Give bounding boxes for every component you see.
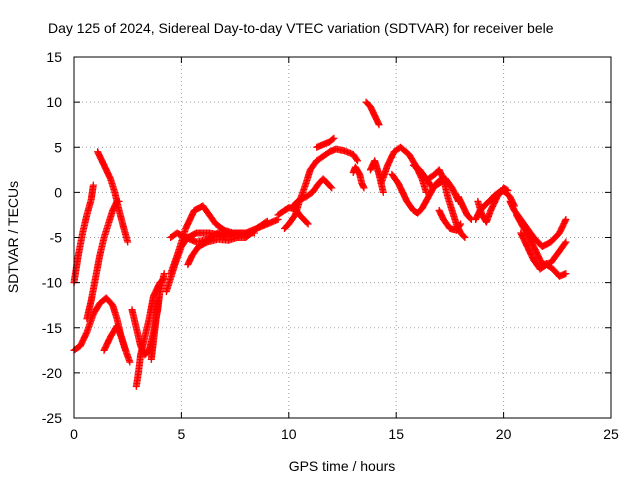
y-tick-label: 15 <box>46 49 62 65</box>
data-point <box>159 275 167 283</box>
series-track-ac <box>512 211 570 269</box>
x-tick-label: 25 <box>603 426 619 442</box>
x-axis-label: GPS time / hours <box>289 458 396 474</box>
series-track-x <box>435 206 465 234</box>
series-track-aa <box>474 184 512 226</box>
series-track-ad <box>517 229 570 280</box>
data-point <box>154 297 162 305</box>
data-point <box>466 214 474 222</box>
data-point <box>124 238 132 246</box>
data-point <box>354 157 362 165</box>
data-point <box>561 239 569 247</box>
y-tick-label: 0 <box>54 184 62 200</box>
data-point <box>263 217 271 225</box>
series-track-d <box>94 148 132 246</box>
data-point <box>460 232 468 240</box>
chart-title: Day 125 of 2024, Sidereal Day-to-day VTE… <box>48 20 554 36</box>
y-axis-label: SDTVAR / TECUs <box>5 181 21 293</box>
x-tick-label: 20 <box>496 426 512 442</box>
grid-lines <box>74 57 611 418</box>
y-tick-label: -10 <box>42 275 62 291</box>
series-track-n <box>281 145 362 232</box>
data-point <box>330 134 338 142</box>
data-point <box>456 221 464 229</box>
series-track-q <box>349 163 368 192</box>
series-track-l <box>184 217 271 269</box>
series-track-y <box>454 193 475 223</box>
data-point <box>160 274 168 282</box>
data-point <box>379 188 387 196</box>
data-point <box>360 184 368 192</box>
series-track-m <box>274 204 312 228</box>
series-track-o <box>289 175 336 210</box>
data-point <box>328 184 336 192</box>
x-tick-label: 15 <box>388 426 404 442</box>
data-point <box>375 121 383 129</box>
data-series <box>70 98 570 390</box>
data-point <box>562 215 570 223</box>
y-tick-label: 10 <box>46 94 62 110</box>
data-point <box>562 238 570 246</box>
data-point <box>89 181 97 189</box>
series-track-p <box>313 134 338 151</box>
y-tick-label: 5 <box>54 139 62 155</box>
data-point <box>303 219 311 227</box>
series-track-v <box>409 161 462 205</box>
series-track-h <box>147 297 162 363</box>
y-tick-label: -20 <box>42 365 62 381</box>
series-track-e <box>100 322 134 366</box>
data-point <box>504 187 512 195</box>
data-point <box>327 183 335 191</box>
data-point <box>457 220 465 228</box>
axis-ticks: 0 5 10 15 20 25 -25 -20 -15 -10 -5 0 5 10 15 <box>42 49 619 442</box>
data-point <box>562 270 570 278</box>
x-tick-label: 0 <box>70 426 78 442</box>
data-point <box>262 218 270 226</box>
y-tick-label: -15 <box>42 320 62 336</box>
data-point <box>503 186 511 194</box>
data-point <box>304 220 312 228</box>
y-tick-label: -5 <box>50 230 63 246</box>
data-point <box>126 358 134 366</box>
data-point <box>461 234 469 241</box>
y-tick-label: -25 <box>42 410 62 426</box>
series-track-r <box>362 98 383 129</box>
data-point <box>353 156 361 164</box>
data-point <box>329 135 337 143</box>
x-tick-label: 5 <box>178 426 186 442</box>
x-tick-label: 10 <box>281 426 297 442</box>
series-track-g <box>132 274 168 390</box>
